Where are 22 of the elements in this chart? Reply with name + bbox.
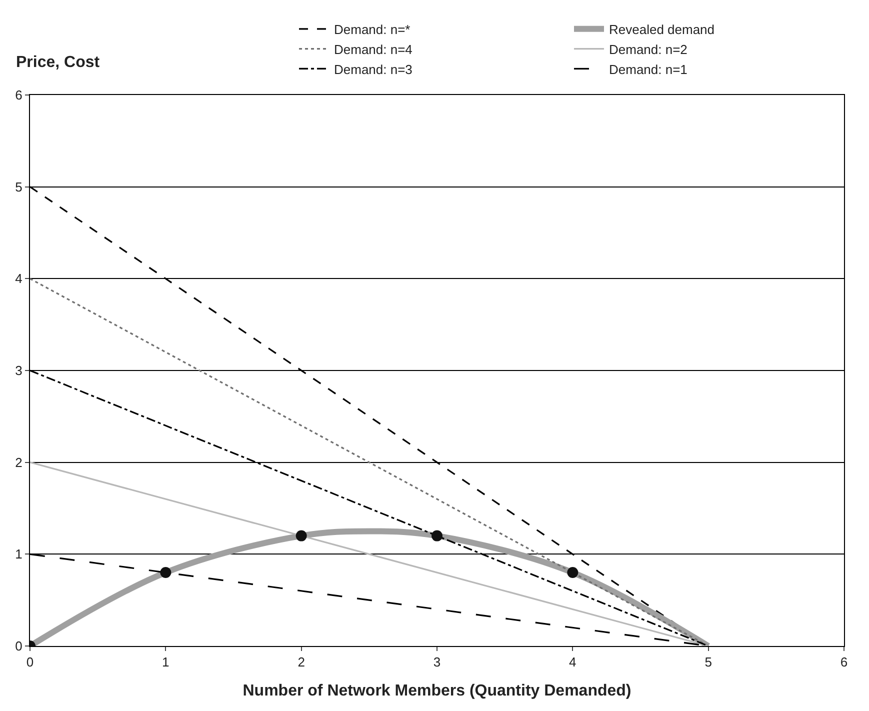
x-tick-label: 5: [704, 654, 712, 670]
y-tick-label: 2: [15, 454, 22, 470]
y-tick-label: 6: [15, 88, 22, 103]
y-tick-label: 1: [15, 546, 22, 562]
x-tick-label: 1: [162, 654, 170, 670]
x-axis-title: Number of Network Members (Quantity Demanded): [242, 682, 632, 700]
y-axis-title: Price, Cost: [16, 54, 100, 71]
y-tick-label: 5: [15, 179, 22, 194]
x-tick-label: 4: [569, 654, 576, 670]
y-tick-label: 3: [15, 363, 22, 378]
x-tick-label: 2: [298, 654, 305, 670]
y-tick-label: 4: [15, 271, 22, 286]
legend-label: Demand: n=2: [609, 42, 688, 57]
x-tick-label: 6: [840, 654, 848, 670]
x-tick-label: 0: [26, 654, 34, 670]
legend-label: Demand: n=*: [334, 22, 410, 37]
legend-label: Demand: n=4: [334, 42, 412, 57]
legend-label: Demand: n=3: [334, 62, 412, 77]
x-tick-label: 3: [433, 654, 441, 670]
y-tick-label: 0: [15, 638, 22, 654]
legend-label: Demand: n=1: [609, 62, 688, 77]
legend-label: Revealed demand: [609, 22, 715, 37]
